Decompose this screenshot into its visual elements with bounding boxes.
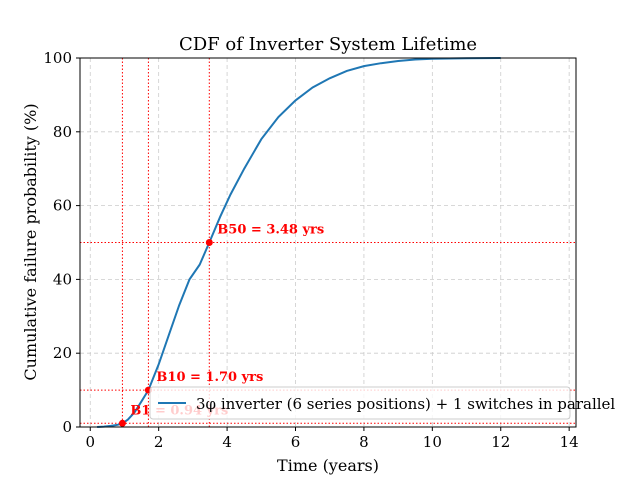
x-tick-label: 2	[154, 433, 164, 451]
y-axis-ticks: 0 20 40 60 80 100	[43, 49, 80, 436]
annotation-label: B50 = 3.48 yrs	[217, 223, 324, 238]
y-tick-label: 20	[53, 344, 72, 362]
y-tick-label: 60	[53, 197, 72, 215]
annotation-point	[205, 239, 213, 246]
x-tick-label: 10	[423, 433, 442, 451]
y-tick-label: 80	[53, 123, 72, 141]
x-tick-label: 8	[359, 433, 369, 451]
x-tick-label: 0	[85, 433, 95, 451]
annotation-point	[118, 419, 126, 427]
annotation-label: B10 = 1.70 yrs	[156, 370, 263, 385]
plot-frame	[79, 57, 577, 428]
x-tick-label: 6	[291, 433, 301, 451]
legend-entry-label: 3φ inverter (6 series positions) + 1 swi…	[196, 395, 615, 413]
chart-title: CDF of Inverter System Lifetime	[179, 34, 477, 55]
legend: 3φ inverter (6 series positions) + 1 swi…	[149, 386, 615, 420]
series-line	[97, 57, 501, 428]
reference-lines	[80, 58, 576, 427]
x-tick-label: 4	[222, 433, 232, 451]
y-tick-label: 0	[62, 418, 72, 436]
x-tick-label: 14	[560, 433, 579, 451]
y-tick-label: 40	[53, 270, 72, 288]
x-tick-label: 12	[491, 433, 510, 451]
x-axis-ticks: 0 2 4 6 8 10 12 14	[85, 427, 579, 451]
y-tick-label: 100	[43, 49, 72, 67]
legend-box	[149, 386, 571, 420]
y-axis-title: Cumulative failure probability (%)	[21, 103, 40, 380]
x-axis-title: Time (years)	[277, 456, 379, 475]
